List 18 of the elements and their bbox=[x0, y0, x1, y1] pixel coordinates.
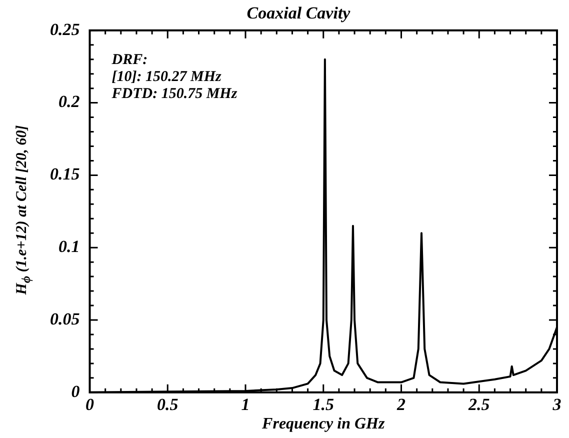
x-tick-label: 1.5 bbox=[312, 394, 334, 414]
y-tick-label: 0.15 bbox=[50, 164, 80, 184]
y-tick-label: 0.2 bbox=[58, 92, 80, 112]
annotation: [10]: 150.27 MHz bbox=[112, 68, 222, 85]
x-axis-title: Frequency in GHz bbox=[261, 416, 386, 433]
y-tick-label: 0.1 bbox=[58, 236, 80, 256]
x-tick-label: 0.5 bbox=[157, 394, 179, 414]
x-tick-label: 0 bbox=[86, 394, 94, 414]
x-tick-label: 2 bbox=[396, 394, 406, 414]
y-tick-label: 0 bbox=[71, 382, 80, 401]
annotation: DRF: bbox=[110, 52, 148, 68]
y-tick-label: 0.05 bbox=[50, 309, 80, 328]
x-tick-label: 1 bbox=[241, 394, 250, 414]
chart-title: Coaxial Cavity bbox=[246, 4, 351, 23]
y-tick-label: 0.25 bbox=[50, 20, 80, 39]
x-tick-label: 2.5 bbox=[468, 394, 490, 414]
annotation: FDTD: 150.75 MHz bbox=[110, 86, 238, 102]
x-tick-label: 3 bbox=[552, 394, 562, 414]
